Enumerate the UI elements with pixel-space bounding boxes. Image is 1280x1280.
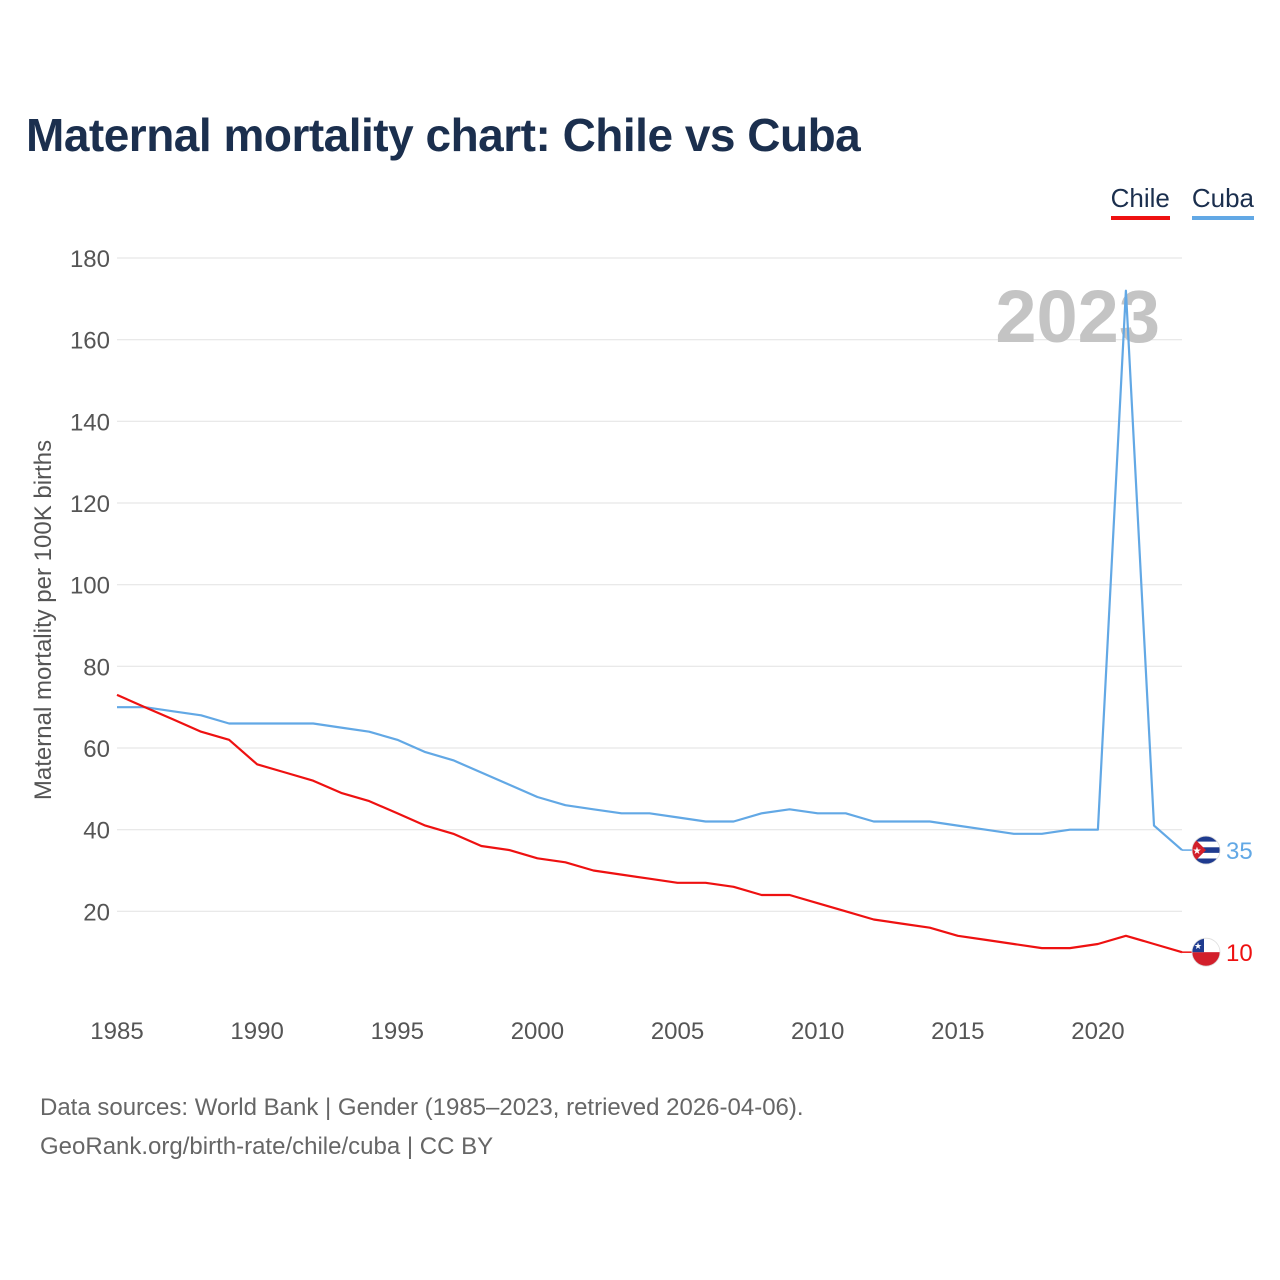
legend: Chile Cuba	[1110, 183, 1254, 220]
series-line-chile[interactable]	[116, 693, 1183, 954]
y-tick-label: 160	[70, 328, 110, 355]
y-tick-label: 40	[83, 818, 110, 845]
x-tick-label: 1990	[230, 1018, 283, 1045]
x-tick-label: 2000	[511, 1018, 564, 1045]
end-label-chile: 10	[1226, 940, 1253, 967]
line-chart: 20 40 60 80 100 120 140 160 180 1985 1990 1995 2000…	[30, 246, 1253, 1045]
end-label-cuba: 35	[1226, 838, 1253, 865]
y-tick-label: 60	[83, 736, 110, 763]
svg-text:★: ★	[1194, 941, 1202, 951]
y-tick-label: 20	[83, 899, 110, 926]
end-labels: ★ 10 ★ 35	[1182, 835, 1253, 967]
y-tick-label: 100	[70, 573, 110, 600]
chile-flag-icon: ★	[1191, 937, 1221, 967]
x-tick-label: 2010	[791, 1018, 844, 1045]
year-watermark: 2023	[995, 275, 1160, 358]
source-note: Data sources: World Bank | Gender (1985–…	[40, 1088, 804, 1166]
legend-item-cuba[interactable]: Cuba	[1191, 183, 1254, 220]
series-line-cuba[interactable]	[117, 289, 1183, 851]
svg-text:★: ★	[1193, 846, 1202, 857]
legend-item-chile[interactable]: Chile	[1110, 183, 1170, 220]
y-axis-label: Maternal mortality per 100K births	[30, 440, 57, 800]
x-tick-label: 2015	[931, 1018, 984, 1045]
y-axis-ticks: 20 40 60 80 100 120 140 160 180	[70, 246, 110, 926]
source-line-1: Data sources: World Bank | Gender (1985–…	[40, 1094, 804, 1121]
cuba-flag-icon: ★	[1191, 835, 1221, 865]
x-tick-label: 1995	[371, 1018, 424, 1045]
y-tick-label: 180	[70, 246, 110, 273]
series-lines	[116, 289, 1183, 954]
x-tick-label: 2005	[651, 1018, 704, 1045]
grid-lines	[117, 257, 1182, 912]
source-line-2[interactable]: GeoRank.org/birth-rate/chile/cuba | CC B…	[40, 1133, 494, 1160]
y-tick-label: 120	[70, 491, 110, 518]
y-tick-label: 80	[83, 654, 110, 681]
x-tick-label: 1985	[90, 1018, 143, 1045]
chart-title: Maternal mortality chart: Chile vs Cuba	[26, 109, 861, 161]
x-tick-label: 2020	[1071, 1018, 1124, 1045]
x-axis-ticks: 1985 1990 1995 2000 2005 2010 2015 2020	[90, 1018, 1124, 1045]
y-tick-label: 140	[70, 409, 110, 436]
